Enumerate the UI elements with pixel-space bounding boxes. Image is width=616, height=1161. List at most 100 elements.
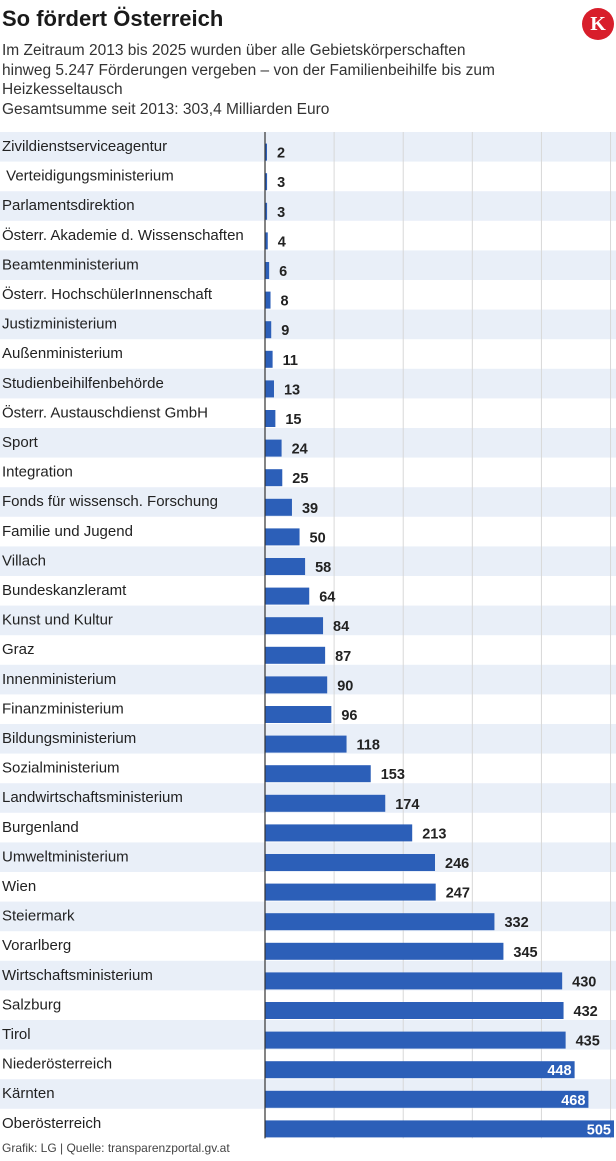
bar	[265, 1120, 614, 1138]
category-label: Tirol	[2, 1026, 31, 1043]
category-label: Wien	[2, 878, 36, 895]
value-label: 3	[277, 205, 285, 221]
bar	[265, 321, 272, 339]
category-label: Familie und Jugend	[2, 523, 133, 540]
value-label: 6	[279, 264, 287, 280]
bar	[265, 587, 310, 605]
bar	[265, 498, 292, 516]
value-label: 432	[574, 1004, 598, 1020]
chart-title: So fördert Österreich	[2, 6, 224, 31]
bar	[265, 1031, 566, 1049]
bar	[265, 617, 324, 635]
bar	[265, 1061, 575, 1079]
category-label: Graz	[2, 641, 35, 658]
bar	[265, 824, 413, 842]
bar	[265, 143, 267, 161]
bar	[265, 350, 273, 368]
subtitle-line: Im Zeitraum 2013 bis 2025 wurden über al…	[2, 42, 466, 59]
value-label: 24	[292, 442, 308, 458]
category-label: Studienbeihilfenbehörde	[2, 375, 164, 392]
value-label: 39	[302, 501, 318, 517]
category-label: Umweltministerium	[2, 848, 129, 865]
value-label: 3	[277, 175, 285, 191]
bar	[265, 173, 268, 191]
category-label: Salzburg	[2, 996, 61, 1013]
bar	[265, 528, 300, 546]
category-label: Steiermark	[2, 908, 75, 925]
category-label: Villach	[2, 552, 46, 569]
value-label: 246	[445, 856, 469, 872]
value-label: 468	[561, 1093, 585, 1109]
bar	[265, 232, 268, 250]
source-footer: Grafik: LG | Quelle: transparenzportal.g…	[2, 1141, 230, 1155]
value-label: 435	[576, 1034, 600, 1050]
value-label: 332	[504, 915, 528, 931]
category-label: Oberösterreich	[2, 1115, 101, 1132]
category-label: Integration	[2, 464, 73, 481]
bar	[265, 262, 270, 279]
bar	[265, 883, 436, 901]
bar	[265, 410, 276, 427]
category-label: Sport	[2, 434, 39, 451]
bar	[265, 380, 274, 398]
value-label: 11	[283, 353, 298, 369]
row-stripe	[0, 132, 616, 162]
category-label: Parlamentsdirektion	[2, 197, 135, 214]
publisher-logo[interactable]: K	[582, 8, 614, 40]
category-label: Fonds für wissensch. Forschung	[2, 493, 218, 510]
category-label: Landwirtschaftsministerium	[2, 789, 183, 806]
bar	[265, 558, 306, 575]
category-label: Österr. HochschülerInnenschaft	[2, 285, 213, 303]
category-label: Burgenland	[2, 819, 79, 836]
value-label: 345	[513, 945, 537, 961]
value-label: 50	[310, 530, 326, 546]
value-label: 84	[333, 619, 349, 635]
category-label: Sozialministerium	[2, 760, 120, 777]
category-label: Außenministerium	[2, 345, 123, 362]
row-stripe	[0, 487, 616, 517]
row-stripe	[0, 250, 616, 280]
bar	[265, 972, 563, 990]
bar	[265, 469, 283, 487]
value-label: 213	[422, 826, 446, 842]
bar	[265, 913, 495, 931]
category-label: Zivildienstserviceagentur	[2, 138, 167, 155]
bar	[265, 1090, 589, 1108]
value-label: 13	[284, 382, 300, 398]
bar	[265, 765, 371, 783]
category-label: Bildungsministerium	[2, 730, 136, 747]
category-label: Finanzministerium	[2, 700, 124, 717]
bar	[265, 706, 332, 723]
row-stripe	[0, 368, 616, 399]
category-label: Vorarlberg	[2, 937, 71, 954]
value-label: 96	[341, 708, 357, 724]
bar	[265, 1002, 564, 1019]
category-label: Innenministerium	[2, 671, 116, 688]
value-label: 448	[547, 1063, 571, 1079]
value-label: 87	[335, 649, 351, 665]
category-label: Österr. Akademie d. Wissenschaften	[2, 226, 244, 244]
bar	[265, 646, 326, 664]
bar	[265, 735, 347, 753]
bar	[265, 854, 436, 871]
value-label: 174	[395, 797, 419, 813]
value-label: 118	[357, 738, 380, 754]
bar	[265, 291, 271, 309]
bar	[265, 794, 386, 812]
value-label: 430	[572, 974, 596, 990]
row-stripe	[0, 191, 616, 221]
category-label: Kunst und Kultur	[2, 612, 113, 629]
chart-subtitle: Im Zeitraum 2013 bis 2025 wurden über al…	[2, 41, 562, 119]
value-label: 2	[277, 146, 285, 162]
value-label: 64	[319, 590, 335, 606]
category-label: Österr. Austauschdienst GmbH	[2, 403, 208, 421]
value-label: 505	[587, 1122, 611, 1138]
value-label: 90	[337, 678, 353, 694]
subtitle-line: Gesamtsumme seit 2013: 303,4 Milliarden …	[2, 100, 330, 118]
value-label: 8	[281, 294, 289, 310]
row-stripe	[0, 309, 616, 340]
value-label: 15	[285, 412, 301, 428]
category-label: Beamtenministerium	[2, 256, 139, 273]
value-label: 247	[446, 886, 470, 902]
